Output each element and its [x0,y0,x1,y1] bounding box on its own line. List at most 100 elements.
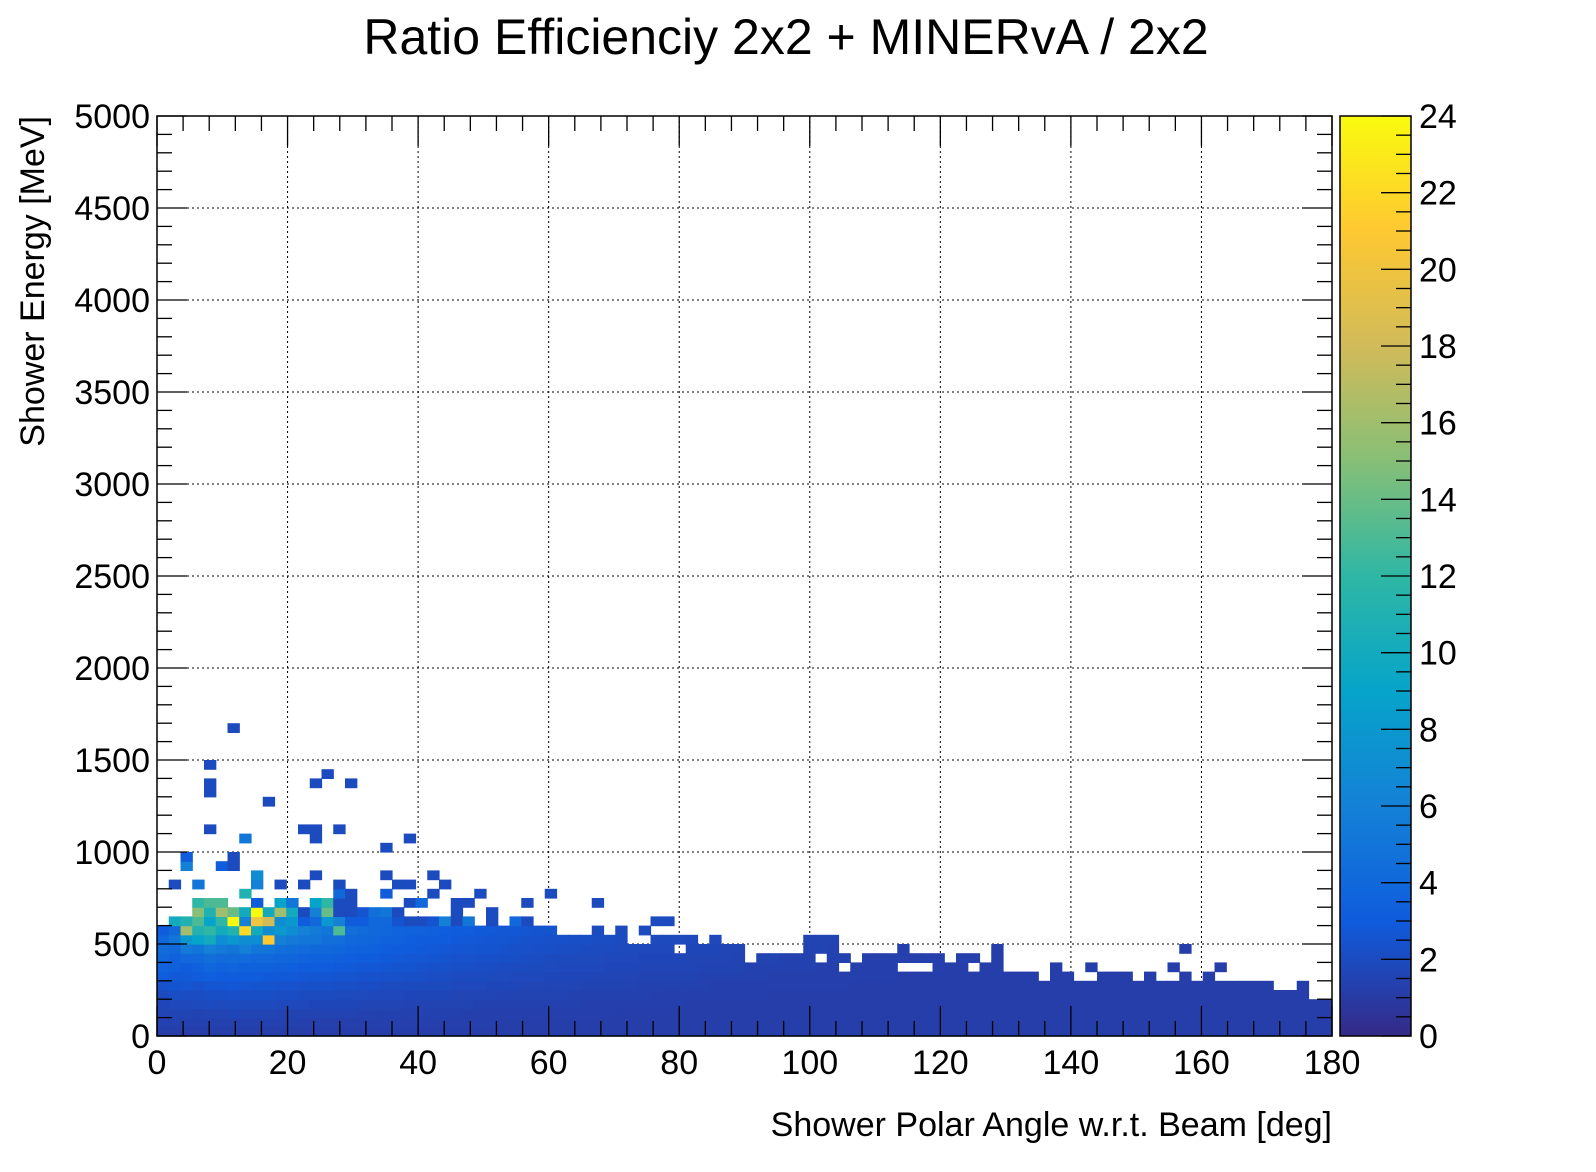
heatmap-bin [321,916,334,927]
heatmap-bin [920,1026,934,1037]
heatmap-bin [298,1008,311,1019]
heatmap-bin [486,971,499,982]
heatmap-bin [991,1008,1004,1019]
heatmap-bin [1249,1008,1263,1019]
heatmap-bin [591,1026,605,1037]
heatmap-bin [180,1017,193,1028]
heatmap-bin [1261,990,1274,1000]
heatmap-bin [1097,980,1110,991]
heatmap-bin [544,925,558,936]
heatmap-bin [298,962,311,973]
heatmap-bin [1144,1026,1157,1037]
heatmap-bin [239,990,252,1000]
heatmap-bin [356,934,370,945]
heatmap-bin [521,990,534,1000]
heatmap-bin [204,971,217,982]
heatmap-bin [204,925,217,936]
heatmap-bin [873,999,887,1009]
heatmap-bin [768,1026,781,1037]
heatmap-bin [521,1017,534,1028]
heatmap-bin [356,1026,370,1037]
heatmap-bin [180,999,193,1009]
axis-ticks [156,115,1333,1037]
heatmap-bin [168,934,182,945]
heatmap-bin [227,953,240,963]
heatmap-bin [380,1017,393,1028]
heatmap-bin [204,760,217,770]
heatmap-bin [380,962,393,973]
heatmap-bin [909,971,922,982]
heatmap-bin [168,1026,182,1037]
heatmap-bin [321,898,334,908]
heatmap-bin [909,1026,922,1037]
heatmap-bin [345,888,358,899]
heatmap-bin [1214,962,1227,973]
heatmap-bin [873,980,887,991]
heatmap-bin [591,934,605,945]
heatmap-bin [474,980,487,991]
heatmap-bin [1320,1017,1333,1028]
heatmap-bin [1155,1026,1169,1037]
heatmap-bin [920,1017,934,1028]
heatmap-bin [615,990,628,1000]
heatmap-bin [967,990,981,1000]
heatmap-bin [450,925,464,936]
heatmap-bin [521,953,534,963]
heatmap-bin [603,934,616,945]
heatmap-bin [1073,999,1086,1009]
heatmap-bin [509,999,522,1009]
heatmap-bin [462,953,475,963]
heatmap-bin [615,971,628,982]
heatmap-bin [533,925,546,936]
heatmap-bin [732,980,746,991]
heatmap-bin [1191,990,1204,1000]
heatmap-bin [580,1026,593,1037]
heatmap-bin [697,971,710,982]
heatmap-bin [662,934,675,945]
heatmap-bin [791,953,804,963]
heatmap-bin [403,999,417,1009]
heatmap-bin [897,953,910,963]
heatmap-bin [1226,980,1239,991]
heatmap-bin [368,980,381,991]
x-tick-label: 0 [148,1044,167,1082]
heatmap-bin [1108,971,1122,982]
heatmap-bin [439,1017,452,1028]
heatmap-bin [862,953,875,963]
heatmap-bin [721,980,734,991]
heatmap-bin [486,934,499,945]
heatmap-bin [779,1017,793,1028]
heatmap-bin [580,971,593,982]
heatmap-bin [862,962,875,973]
heatmap-bin [556,1026,569,1037]
heatmap-bin [873,962,887,973]
heatmap-bin [204,916,217,927]
heatmap-bin [627,999,640,1009]
heatmap-bin [591,971,605,982]
heatmap-bin [1120,999,1133,1009]
heatmap-bin [192,934,205,945]
heatmap-bin [1167,1017,1180,1028]
heatmap-bin [556,990,569,1000]
heatmap-bin [615,962,628,973]
heatmap-bin [180,852,193,862]
heatmap-bin [1003,1008,1016,1019]
heatmap-bin [556,953,569,963]
heatmap-bin [615,1026,628,1037]
heatmap-bin [392,907,405,917]
heatmap-bin [568,999,581,1009]
heatmap-bin [439,934,452,945]
heatmap-bin [333,999,346,1009]
heatmap-bin [779,990,793,1000]
heatmap-bin [1097,971,1110,982]
heatmap-bin [427,888,440,899]
heatmap-bin [721,990,734,1000]
heatmap-bin [1050,999,1063,1009]
heatmap-bin [227,852,240,862]
heatmap-bin [204,907,217,917]
heatmap-bin [1179,1008,1192,1019]
heatmap-bin [368,962,381,973]
heatmap-bin [967,1017,981,1028]
heatmap-bin [709,971,722,982]
heatmap-bin [862,971,875,982]
